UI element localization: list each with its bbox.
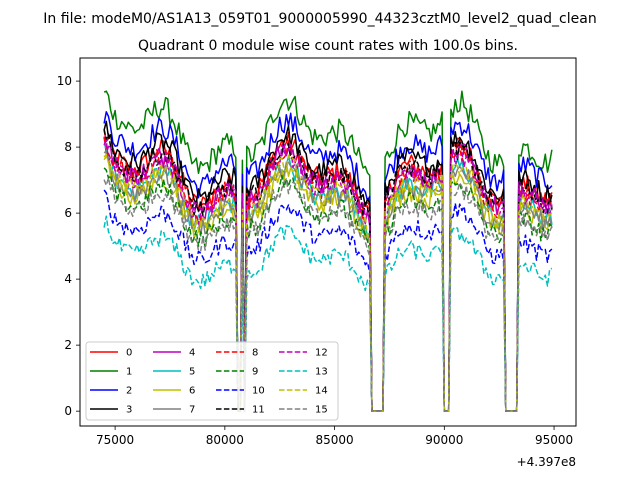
series-line-9 xyxy=(103,167,553,412)
y-tick-label: 0 xyxy=(64,404,72,418)
x-offset-label: +4.397e8 xyxy=(517,455,576,469)
y-axis: 0 2 4 6 8 10 xyxy=(57,74,80,418)
y-tick-label: 2 xyxy=(64,338,72,352)
series-line-10 xyxy=(103,189,553,412)
legend-label-2: 2 xyxy=(126,386,132,397)
legend-label-4: 4 xyxy=(189,348,195,359)
legend-label-12: 12 xyxy=(315,348,328,359)
series-line-12 xyxy=(103,139,553,412)
legend-label-14: 14 xyxy=(315,386,328,397)
series-line-13 xyxy=(103,215,553,412)
y-tick-label: 8 xyxy=(64,140,72,154)
legend-label-15: 15 xyxy=(315,405,328,416)
x-axis: 75000 80000 85000 90000 95000 xyxy=(96,426,573,447)
legend-label-7: 7 xyxy=(189,405,195,416)
legend-label-5: 5 xyxy=(189,367,195,378)
x-tick-label: 75000 xyxy=(96,433,134,447)
legend-label-8: 8 xyxy=(252,348,258,359)
legend-label-0: 0 xyxy=(126,348,132,359)
x-tick-label: 90000 xyxy=(425,433,463,447)
legend-box xyxy=(85,341,339,421)
legend-label-10: 10 xyxy=(252,386,265,397)
y-tick-label: 10 xyxy=(57,74,72,88)
series-line-14 xyxy=(103,153,553,412)
legend-label-11: 11 xyxy=(252,405,265,416)
suptitle: In file: modeM0/AS1A13_059T01_9000005990… xyxy=(43,11,596,27)
legend-label-6: 6 xyxy=(189,386,195,397)
x-tick-label: 85000 xyxy=(315,433,353,447)
legend-label-1: 1 xyxy=(126,367,132,378)
series-line-11 xyxy=(103,129,553,412)
series-line-15 xyxy=(103,177,553,412)
y-tick-label: 4 xyxy=(64,272,72,286)
y-tick-label: 6 xyxy=(64,206,72,220)
chart-title: Quadrant 0 module wise count rates with … xyxy=(138,38,518,54)
series-line-7 xyxy=(103,150,553,412)
series-line-1 xyxy=(103,90,553,412)
legend-label-13: 13 xyxy=(315,367,328,378)
x-tick-label: 80000 xyxy=(206,433,244,447)
plot-lines xyxy=(103,90,553,412)
plot-frame xyxy=(79,57,577,427)
x-tick-label: 95000 xyxy=(535,433,573,447)
legend-label-9: 9 xyxy=(252,367,258,378)
legend-label-3: 3 xyxy=(126,405,132,416)
